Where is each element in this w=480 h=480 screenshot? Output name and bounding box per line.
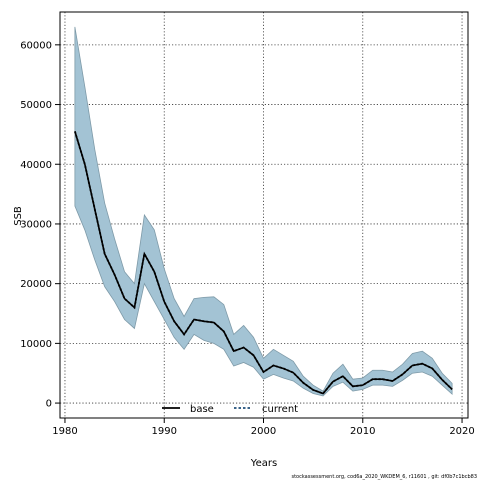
series-lines-layer (74, 131, 453, 395)
x-tick-label: 1990 (152, 426, 177, 437)
y-tick-label: 60000 (20, 40, 52, 51)
x-axis-label: Years (250, 458, 277, 469)
legend-label-base: base (190, 404, 214, 415)
x-tick-label: 2010 (350, 426, 375, 437)
footer-note: stockassessment.org, cod6a_2020_WKDEM_6,… (291, 474, 477, 480)
x-axis-ticks: 1980 1990 2000 2010 2020 (52, 418, 475, 437)
x-tick-label: 2000 (251, 426, 276, 437)
legend: base current (162, 404, 298, 415)
series-line-current (74, 131, 453, 395)
y-axis-label: SSB (13, 206, 24, 226)
gridlines (60, 12, 468, 418)
y-axis-ticks: 0 10000 20000 30000 40000 50000 60000 (20, 40, 60, 410)
y-tick-label: 0 (46, 399, 52, 410)
y-tick-label: 40000 (20, 160, 52, 171)
confidence-band-layer (74, 26, 453, 397)
y-tick-label: 50000 (20, 100, 52, 111)
confidence-band (74, 26, 453, 397)
legend-label-current: current (262, 404, 298, 415)
y-tick-label: 30000 (20, 219, 52, 230)
x-tick-label: 2020 (449, 426, 474, 437)
y-tick-label: 10000 (20, 339, 52, 350)
plot-frame (59, 11, 469, 419)
x-tick-label: 1980 (52, 426, 77, 437)
y-tick-label: 20000 (20, 279, 52, 290)
